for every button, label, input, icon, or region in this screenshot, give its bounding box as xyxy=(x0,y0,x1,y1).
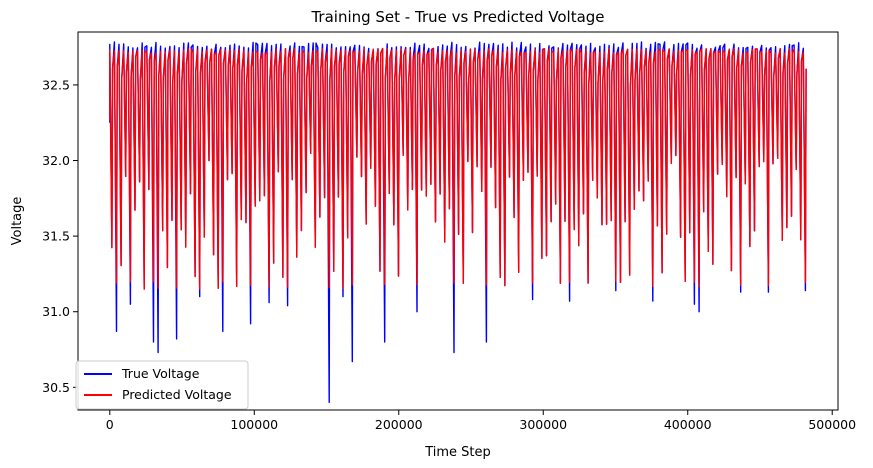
legend: True Voltage Predicted Voltage xyxy=(75,360,249,410)
series-layer xyxy=(109,41,807,404)
legend-label-predicted-voltage: Predicted Voltage xyxy=(122,387,232,402)
y-axis: 30.5 31.0 31.5 32.0 32.5 xyxy=(42,77,78,395)
legend-box xyxy=(75,360,249,410)
x-tick-label: 200000 xyxy=(375,417,423,432)
y-tick-label: 30.5 xyxy=(42,380,70,395)
y-tick-label: 31.0 xyxy=(42,304,70,319)
legend-label-true-voltage: True Voltage xyxy=(121,366,200,381)
y-tick-label: 31.5 xyxy=(42,229,70,244)
x-axis-label: Time Step xyxy=(424,445,491,460)
y-axis-label: Voltage xyxy=(10,197,25,246)
chart-title: Training Set - True vs Predicted Voltage xyxy=(310,8,604,26)
x-tick-label: 500000 xyxy=(808,417,856,432)
series-line-predicted-voltage xyxy=(109,48,807,290)
x-axis: 0 100000 200000 300000 400000 500000 xyxy=(106,410,856,432)
y-tick-label: 32.0 xyxy=(42,153,70,168)
x-tick-label: 400000 xyxy=(664,417,712,432)
x-tick-label: 300000 xyxy=(519,417,567,432)
x-tick-label: 0 xyxy=(106,417,114,432)
x-tick-label: 100000 xyxy=(230,417,278,432)
y-tick-label: 32.5 xyxy=(42,77,70,92)
plot-frame xyxy=(77,31,839,411)
plot-area xyxy=(109,41,807,404)
